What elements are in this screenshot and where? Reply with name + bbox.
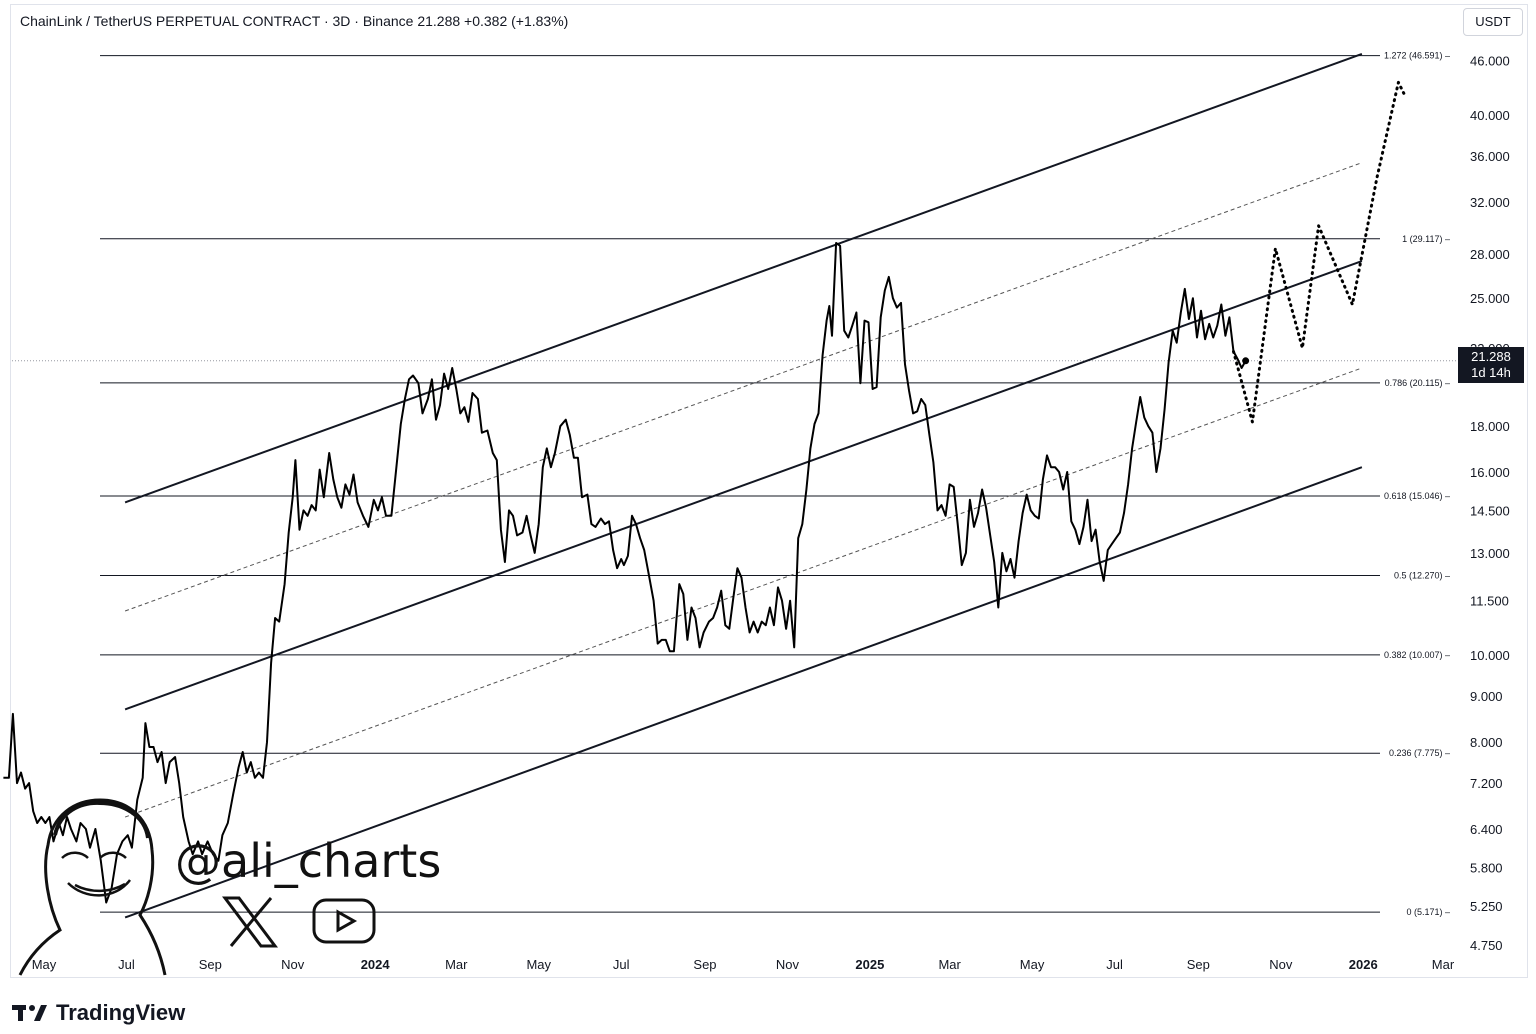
- x-tick-label: 2026: [1349, 957, 1378, 972]
- y-tick-label: 9.000: [1470, 689, 1503, 704]
- y-tick-label: 18.000: [1470, 419, 1510, 434]
- avatar-outline: [18, 798, 167, 976]
- y-tick-label: 25.000: [1470, 291, 1510, 306]
- tradingview-wordmark: TradingView: [56, 1000, 186, 1025]
- x-tick-label: Nov: [776, 957, 800, 972]
- current-price-badge: 21.288 1d 14h: [1458, 347, 1524, 383]
- fib-level-label: 0.236 (7.775) –: [1389, 748, 1450, 758]
- price-line: [3, 242, 1247, 904]
- x-tick-label: May: [32, 957, 57, 972]
- price-series: [3, 80, 1406, 904]
- bar-countdown: 1d 14h: [1471, 365, 1511, 380]
- fib-level-label: 0.382 (10.007) –: [1384, 650, 1450, 660]
- projection-path: [1232, 80, 1406, 424]
- fib-level-label: 0.618 (15.046) –: [1384, 491, 1450, 501]
- y-tick-label: 13.000: [1470, 546, 1510, 561]
- x-tick-label: Mar: [445, 957, 468, 972]
- y-tick-label: 32.000: [1470, 195, 1510, 210]
- y-tick-label: 40.000: [1470, 108, 1510, 123]
- y-tick-label: 5.250: [1470, 899, 1503, 914]
- x-tick-label: Nov: [1269, 957, 1293, 972]
- y-tick-label: 36.000: [1470, 149, 1510, 164]
- youtube-icon: [312, 898, 376, 944]
- y-tick-label: 7.200: [1470, 776, 1503, 791]
- avatar: [18, 798, 167, 976]
- fib-level-label: 0 (5.171) –: [1406, 907, 1450, 917]
- y-tick-label: 46.000: [1470, 54, 1510, 69]
- fib-retracement: 1.272 (46.591) – 1 (29.117) – 0.786 (20.11…: [12, 51, 1457, 917]
- y-tick-label: 6.400: [1470, 822, 1503, 837]
- y-tick-label: 5.800: [1470, 860, 1503, 875]
- chart-frame: [10, 4, 1528, 978]
- x-tick-label: May: [1020, 957, 1045, 972]
- x-tick-label: Jul: [1106, 957, 1123, 972]
- y-tick-label: 16.000: [1470, 465, 1510, 480]
- x-axis: May Jul Sep Nov 2024 Mar May Jul Sep Nov 2025 Mar Ma…: [32, 957, 1455, 972]
- x-tick-label: 2025: [855, 957, 884, 972]
- x-social-icon: [222, 896, 278, 948]
- x-tick-label: Sep: [199, 957, 222, 972]
- fib-level-label: 0.786 (20.115) –: [1385, 378, 1450, 388]
- avatar-hair: [53, 800, 150, 839]
- x-tick-label: Nov: [281, 957, 305, 972]
- channel-line: [124, 162, 1363, 612]
- x-tick-label: Sep: [693, 957, 716, 972]
- avatar-face-detail: [61, 851, 131, 897]
- author-watermark: @ali_charts: [175, 834, 442, 888]
- y-tick-label: 4.750: [1470, 938, 1503, 953]
- parallel-channel: [124, 52, 1363, 919]
- y-tick-label: 11.500: [1470, 594, 1509, 609]
- x-tick-label: Jul: [118, 957, 135, 972]
- channel-line: [124, 52, 1363, 504]
- y-tick-label: 8.000: [1470, 735, 1503, 750]
- x-tick-label: Jul: [613, 957, 630, 972]
- fib-level-label: 1.272 (46.591) –: [1384, 51, 1450, 61]
- channel-line: [124, 466, 1363, 919]
- currency-selector[interactable]: USDT: [1463, 8, 1523, 36]
- tradingview-logo[interactable]: TradingView: [12, 1000, 185, 1026]
- last-price-dot: [1242, 357, 1250, 365]
- chart-title: ChainLink / TetherUS PERPETUAL CONTRACT …: [20, 13, 569, 29]
- x-tick-label: Mar: [938, 957, 961, 972]
- channel-line: [124, 367, 1363, 818]
- tradingview-icon: [12, 1005, 47, 1021]
- y-tick-label: 10.000: [1470, 648, 1510, 663]
- x-tick-label: Sep: [1187, 957, 1210, 972]
- x-tick-label: 2024: [361, 957, 391, 972]
- x-tick-label: Mar: [1432, 957, 1455, 972]
- current-price: 21.288: [1471, 349, 1511, 364]
- y-axis: 46.00040.00036.00032.00028.00025.00022.0…: [1470, 54, 1510, 954]
- y-tick-label: 28.000: [1470, 247, 1510, 262]
- fib-level-label: 1 (29.117) –: [1402, 234, 1450, 244]
- fib-level-label: 0.5 (12.270) –: [1394, 570, 1450, 580]
- channel-line: [124, 260, 1363, 711]
- y-tick-label: 14.500: [1470, 503, 1510, 518]
- x-tick-label: May: [526, 957, 551, 972]
